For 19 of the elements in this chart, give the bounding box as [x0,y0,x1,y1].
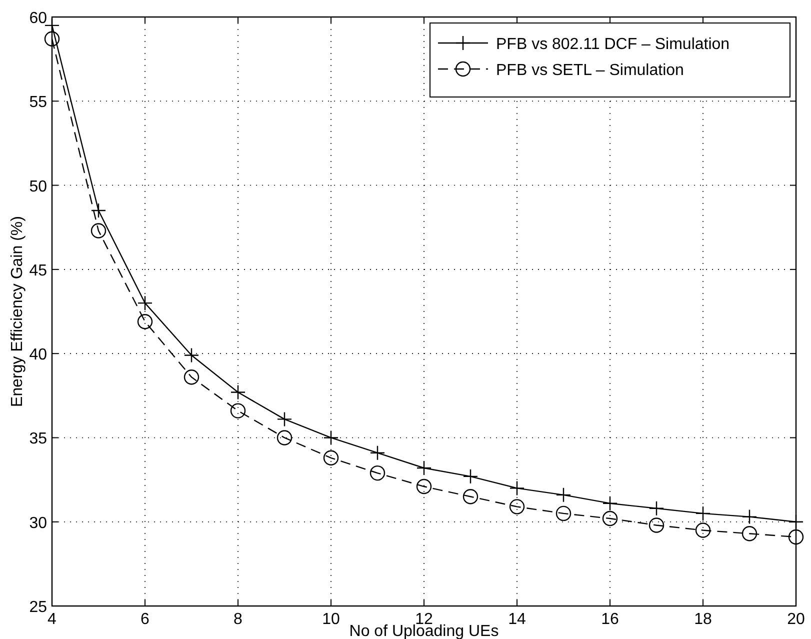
y-tick-label: 40 [29,346,48,364]
x-tick-label: 4 [48,611,57,628]
x-tick-label: 6 [140,611,150,628]
legend-label: PFB vs SETL – Simulation [496,62,684,79]
x-tick-label: 18 [694,611,712,628]
y-axis-title: Energy Efficiency Gain (%) [9,216,26,407]
y-tick-label: 55 [29,94,48,112]
y-tick-label: 35 [29,430,48,448]
x-tick-label: 10 [322,611,340,628]
y-tick-label: 45 [29,262,48,280]
x-tick-label: 14 [508,611,526,628]
y-tick-label: 30 [29,514,48,532]
x-tick-label: 8 [234,611,243,628]
x-tick-label: 16 [601,611,619,628]
y-tick-label: 60 [29,10,48,27]
y-tick-label: 25 [29,599,48,616]
x-tick-label: 20 [787,611,805,628]
legend-label: PFB vs 802.11 DCF – Simulation [496,36,730,53]
y-tick-label: 50 [29,178,48,196]
